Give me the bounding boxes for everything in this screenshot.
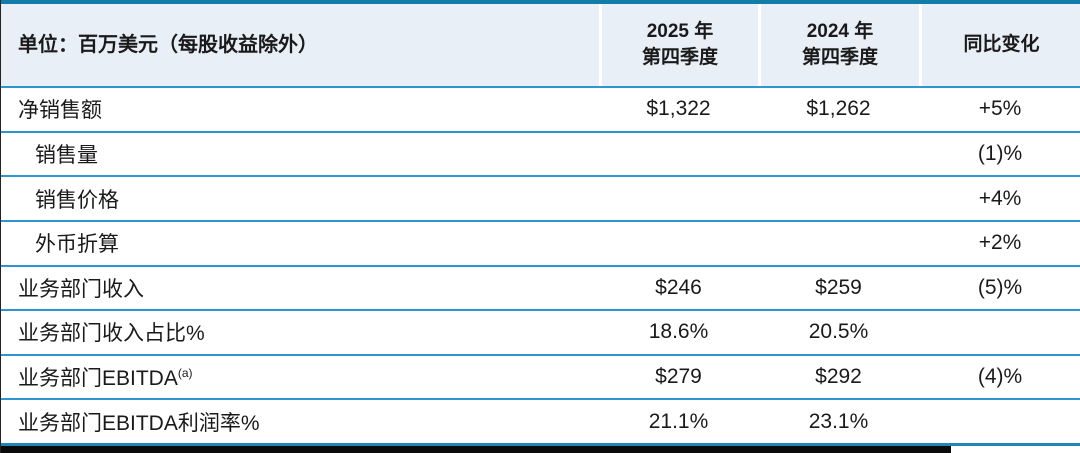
value-change: +2%	[978, 231, 1022, 255]
value-q4-2025: $279	[655, 365, 702, 389]
value-q4-2025: $1,322	[646, 97, 711, 121]
value-q4-2025: 21.1%	[648, 409, 709, 433]
row-label: 业务部门EBITDA	[18, 367, 178, 391]
column-header-q4-2024: 2024 年 第四季度	[758, 4, 919, 86]
row-label: 净销售额	[18, 99, 102, 123]
table-bottom-border	[1, 443, 1080, 446]
value-q4-2024: $292	[815, 365, 862, 389]
table-row: 外币折算 +2%	[1, 219, 1080, 265]
row-label: 销售价格	[35, 188, 119, 212]
value-q4-2025: $246	[655, 275, 702, 299]
unit-label: 单位：百万美元（每股收益除外）	[18, 33, 318, 56]
table-row: 业务部门EBITDA利润率% 21.1% 23.1%	[1, 398, 1080, 443]
value-change: (4)%	[977, 365, 1023, 389]
table-header-row: 单位：百万美元（每股收益除外） 2025 年 第四季度 2024 年 第四季度 …	[1, 4, 1080, 86]
row-label: 外币折算	[35, 233, 119, 257]
table-row: 销售价格 +4%	[1, 175, 1080, 220]
value-change: +4%	[978, 186, 1022, 210]
table-row: 净销售额 $1,322 $1,262 +5%	[1, 88, 1080, 131]
table-row: 销售量 (1)%	[1, 130, 1080, 176]
value-change: (1)%	[977, 141, 1023, 165]
row-label: 业务部门EBITDA利润率%	[18, 411, 260, 435]
table-row: 业务部门收入占比% 18.6% 20.5%	[1, 309, 1080, 354]
value-change: +5%	[978, 97, 1022, 121]
table-row: 业务部门收入 $246 $259 (5)%	[1, 264, 1080, 310]
table-top-border	[1, 0, 1080, 4]
column-header-change: 同比变化	[919, 4, 1080, 86]
bottom-black-bar	[1, 446, 951, 453]
value-q4-2025: 18.6%	[648, 320, 709, 344]
row-label: 业务部门收入	[18, 277, 144, 301]
value-q4-2024: $1,262	[806, 97, 871, 121]
row-label: 销售量	[35, 143, 98, 167]
row-label: 业务部门收入占比%	[18, 322, 205, 346]
table-body: 净销售额 $1,322 $1,262 +5% 销售量 (1)% 销售价格 +4%…	[1, 86, 1080, 443]
table-row: 业务部门EBITDA(a) $279 $292 (4)%	[1, 353, 1080, 399]
value-change: (5)%	[977, 275, 1023, 299]
row-label-footnote: (a)	[177, 366, 193, 381]
value-q4-2024: 23.1%	[808, 409, 869, 433]
value-q4-2024: 20.5%	[808, 320, 869, 344]
column-header-q4-2025: 2025 年 第四季度	[599, 4, 758, 86]
value-q4-2024: $259	[815, 275, 862, 299]
